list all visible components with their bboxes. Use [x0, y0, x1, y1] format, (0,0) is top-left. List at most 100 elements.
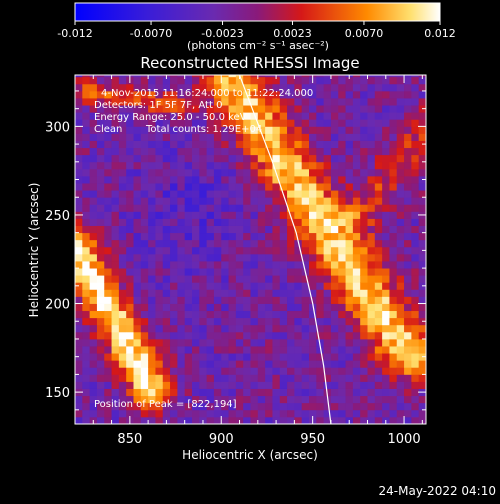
heatmap-cell — [213, 388, 222, 397]
heatmap-cell — [235, 225, 244, 234]
heatmap-cell — [287, 310, 295, 319]
heatmap-cell — [352, 204, 361, 212]
heatmap-cell — [235, 261, 244, 269]
heatmap-cell — [111, 218, 120, 226]
heatmap-cell — [140, 83, 149, 92]
heatmap-cell — [228, 353, 237, 361]
heatmap-cell — [411, 218, 420, 226]
heatmap-cell — [338, 331, 346, 340]
heatmap-cell — [155, 310, 164, 319]
heatmap-cell — [323, 360, 332, 368]
heatmap-cell — [411, 154, 420, 163]
heatmap-cell — [316, 90, 325, 99]
heatmap-cell — [345, 310, 354, 319]
heatmap-cell — [294, 388, 303, 397]
heatmap-cell — [89, 402, 98, 411]
heatmap-cell — [235, 190, 244, 198]
heatmap-cell — [170, 402, 178, 411]
heatmap-cell — [184, 75, 193, 78]
heatmap-cell — [177, 126, 186, 134]
heatmap-cell — [374, 175, 383, 184]
heatmap-cell — [389, 374, 398, 382]
heatmap-cell — [206, 225, 215, 234]
heatmap-cell — [257, 76, 266, 85]
heatmap-cell — [309, 367, 317, 375]
heatmap-cell — [345, 331, 354, 340]
heatmap-cell — [184, 105, 193, 113]
heatmap-cell — [228, 98, 237, 106]
heatmap-cell — [89, 105, 98, 113]
heatmap-cell — [177, 98, 186, 106]
heatmap-cell — [243, 112, 251, 120]
heatmap-cell — [352, 112, 361, 120]
heatmap-cell — [257, 317, 266, 326]
heatmap-cell — [316, 268, 325, 276]
heatmap-cell — [374, 395, 383, 404]
heatmap-cell — [170, 253, 178, 262]
heatmap-cell — [250, 147, 259, 156]
heatmap-cell — [155, 225, 164, 234]
heatmap-cell — [309, 183, 317, 191]
heatmap-cell — [404, 133, 412, 141]
heatmap-cell — [126, 140, 134, 149]
heatmap-cell — [177, 374, 186, 382]
heatmap-cell — [184, 310, 193, 319]
heatmap-cell — [162, 76, 171, 85]
heatmap-cell — [294, 133, 303, 141]
heatmap-cell — [221, 197, 229, 205]
heatmap-cell — [184, 303, 193, 312]
heatmap-cell — [96, 338, 105, 347]
heatmap-cell — [243, 98, 251, 106]
heatmap-cell — [367, 90, 376, 99]
heatmap-cell — [162, 409, 171, 418]
heatmap-cell — [89, 126, 98, 134]
heatmap-cell — [301, 289, 310, 297]
heatmap-cell — [396, 112, 405, 120]
heatmap-cell — [382, 388, 390, 397]
heatmap-cell — [75, 253, 83, 262]
heatmap-cell — [199, 324, 208, 333]
heatmap-cell — [396, 76, 405, 85]
heatmap-cell — [287, 331, 295, 340]
heatmap-cell — [404, 190, 412, 198]
heatmap-cell — [330, 175, 339, 184]
heatmap-cell — [367, 197, 376, 205]
heatmap-cell — [177, 105, 186, 113]
heatmap-cell — [82, 168, 91, 177]
heatmap-cell — [323, 183, 332, 191]
heatmap-cell — [257, 204, 266, 212]
heatmap-cell — [338, 353, 346, 361]
heatmap-cell — [265, 218, 273, 226]
heatmap-cell — [294, 90, 303, 99]
heatmap-cell — [96, 105, 105, 113]
heatmap-cell — [221, 168, 229, 177]
heatmap-cell — [118, 282, 127, 290]
heatmap-cell — [235, 232, 244, 241]
heatmap-cell — [360, 126, 368, 134]
heatmap-cell — [250, 83, 259, 92]
heatmap-cell — [330, 112, 339, 120]
heatmap-cell — [418, 261, 426, 269]
heatmap-cell — [309, 282, 317, 290]
heatmap-cell — [279, 112, 288, 120]
heatmap-cell — [140, 239, 149, 248]
heatmap-cell — [330, 90, 339, 99]
heatmap-cell — [367, 76, 376, 85]
heatmap-cell — [374, 303, 383, 312]
heatmap-cell — [118, 268, 127, 276]
heatmap-cell — [345, 395, 354, 404]
heatmap-cell — [170, 161, 178, 170]
heatmap-cell — [155, 289, 164, 297]
heatmap-cell — [418, 218, 426, 226]
heatmap-cell — [75, 416, 83, 424]
heatmap-cell — [294, 253, 303, 262]
heatmap-cell — [104, 154, 112, 163]
heatmap-cell — [192, 239, 200, 248]
x-tick-label: 950 — [300, 432, 325, 447]
heatmap-cell — [155, 112, 164, 120]
heatmap-cell — [162, 133, 171, 141]
heatmap-cell — [206, 190, 215, 198]
heatmap-cell — [287, 303, 295, 312]
heatmap-cell — [367, 211, 376, 219]
heatmap-cell — [396, 190, 405, 198]
